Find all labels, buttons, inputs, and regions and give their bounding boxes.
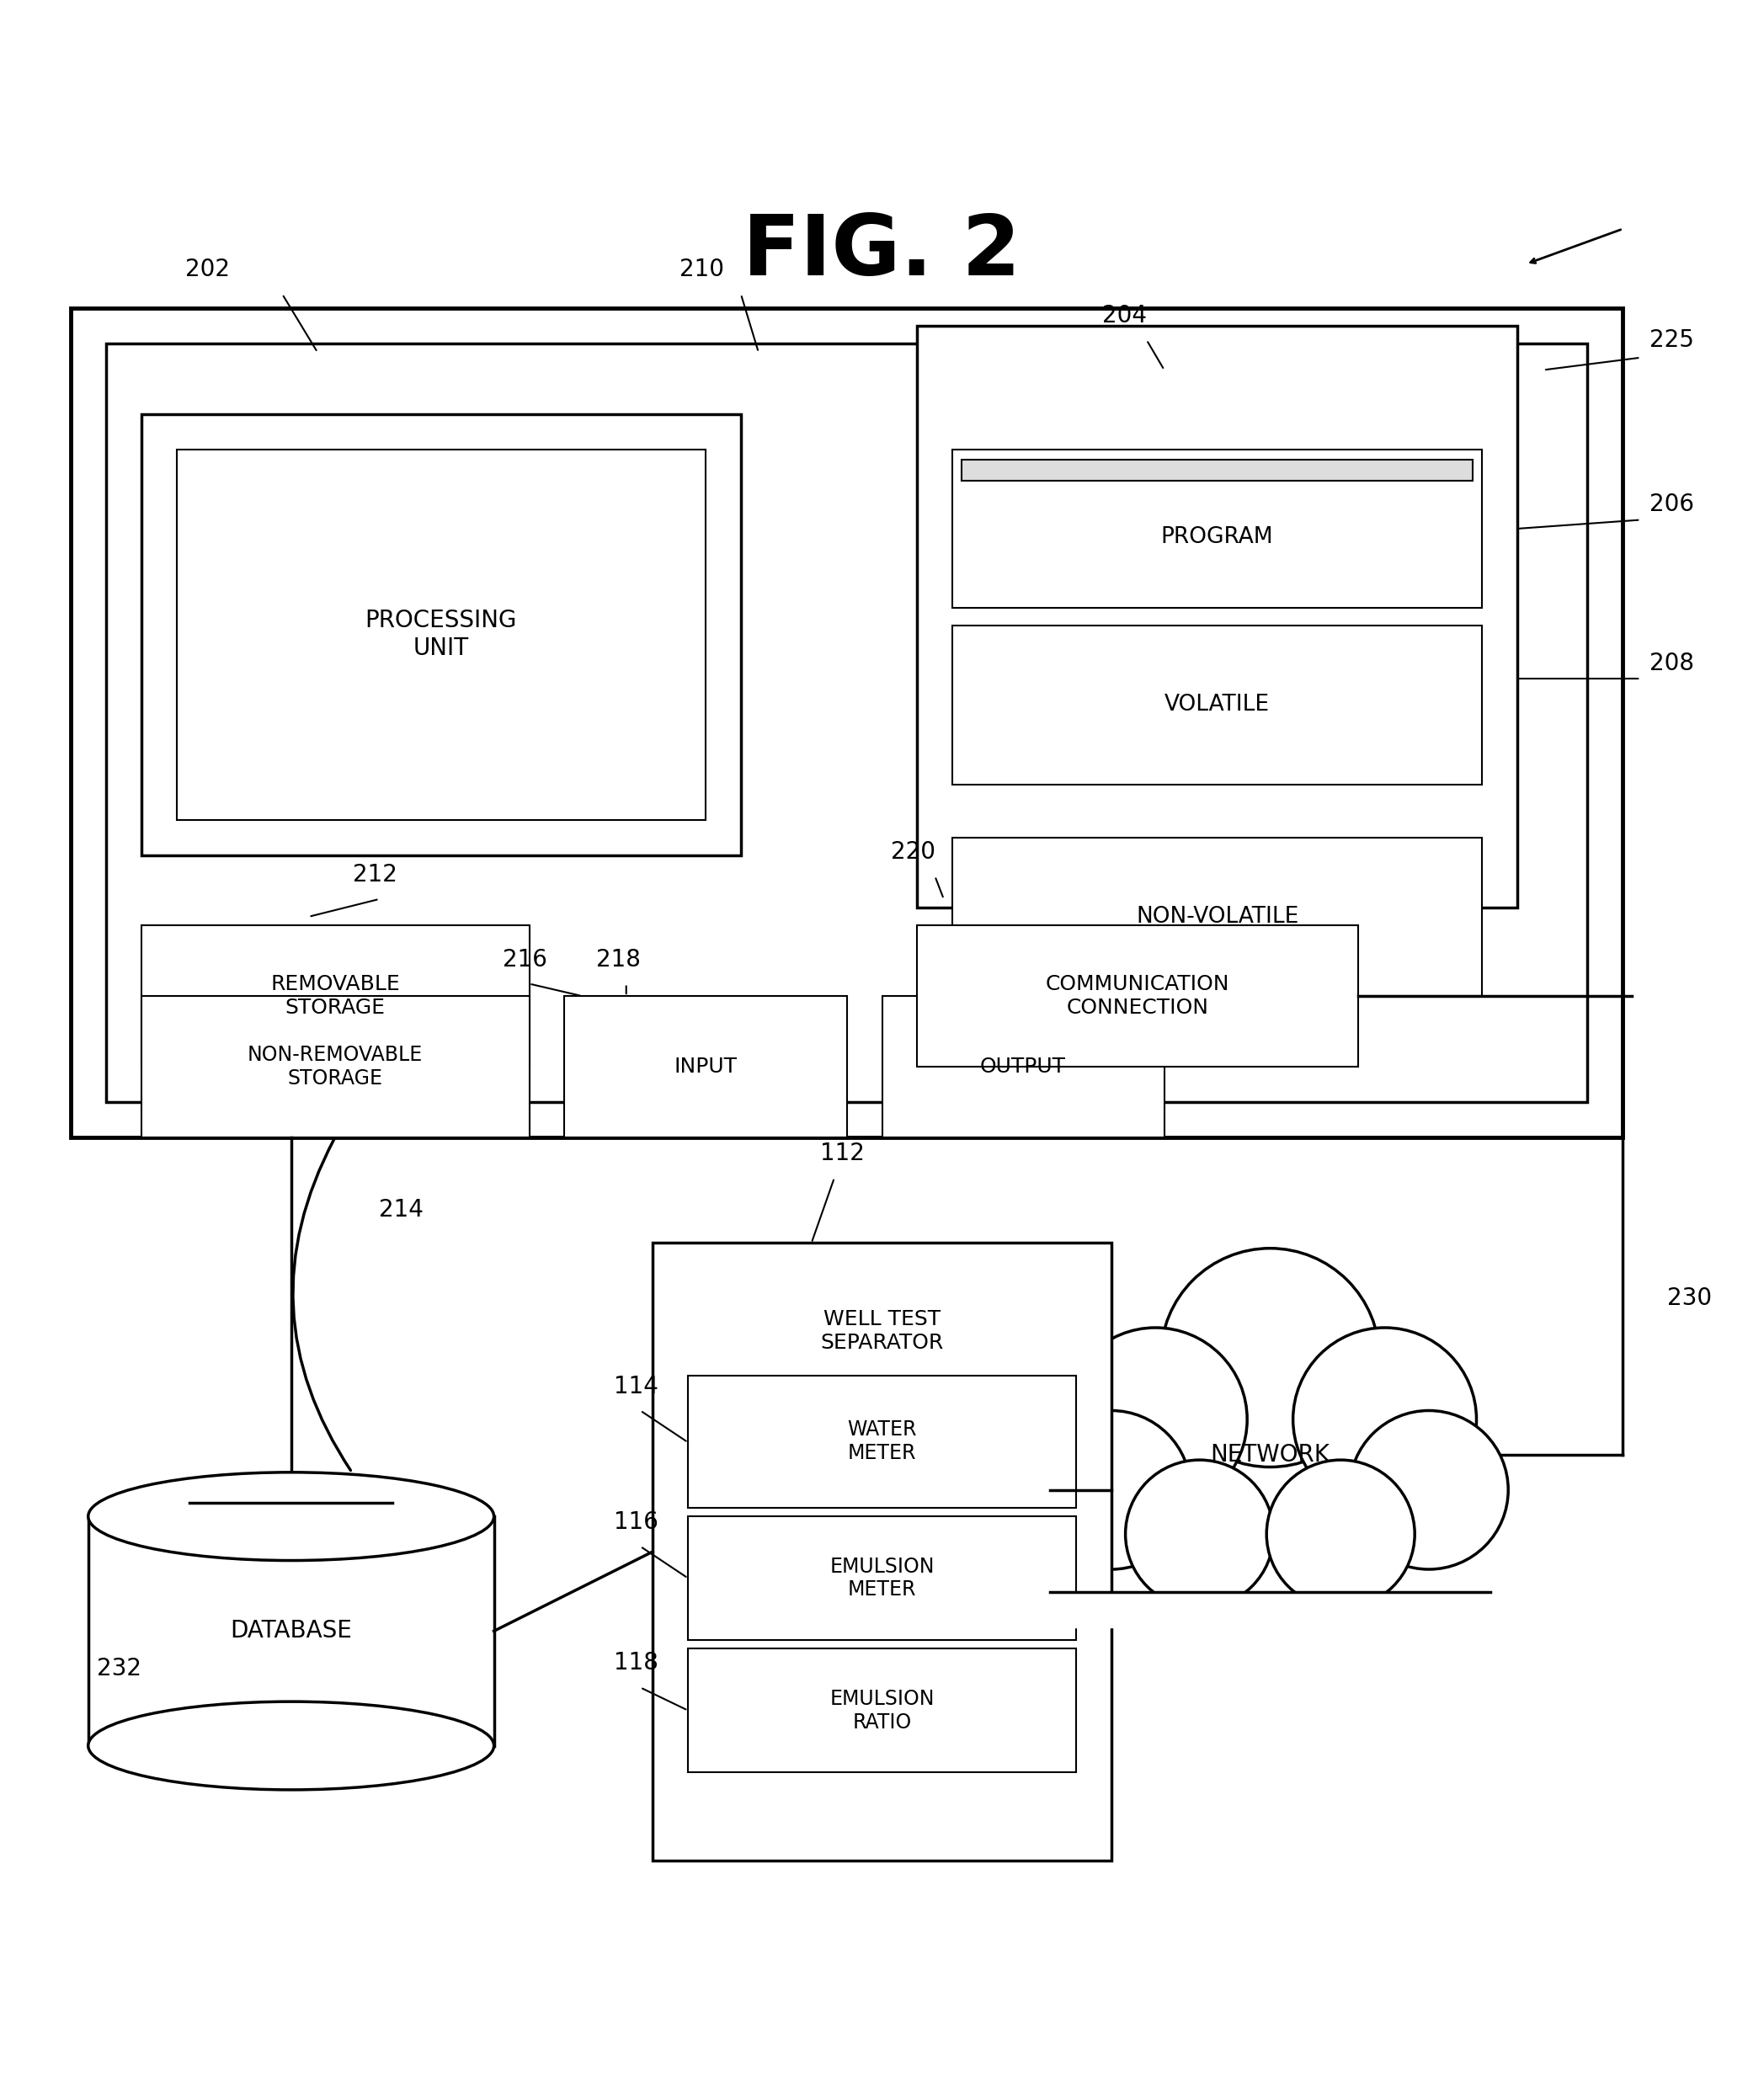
Text: 212: 212 bbox=[353, 862, 397, 887]
FancyBboxPatch shape bbox=[176, 449, 706, 820]
FancyBboxPatch shape bbox=[688, 1376, 1076, 1508]
Text: WELL TEST
SEPARATOR: WELL TEST SEPARATOR bbox=[820, 1309, 944, 1353]
Text: 206: 206 bbox=[1649, 493, 1693, 516]
Text: FIG. 2: FIG. 2 bbox=[743, 212, 1021, 294]
Text: 220: 220 bbox=[891, 839, 935, 864]
Circle shape bbox=[1267, 1460, 1415, 1607]
Text: REMOVABLE
STORAGE: REMOVABLE STORAGE bbox=[270, 973, 400, 1018]
Text: 232: 232 bbox=[97, 1657, 141, 1680]
FancyBboxPatch shape bbox=[688, 1649, 1076, 1773]
Text: 114: 114 bbox=[614, 1374, 658, 1397]
FancyBboxPatch shape bbox=[953, 449, 1482, 608]
Text: 214: 214 bbox=[379, 1198, 423, 1221]
Text: 230: 230 bbox=[1667, 1286, 1711, 1309]
Text: 210: 210 bbox=[679, 258, 723, 281]
FancyBboxPatch shape bbox=[688, 1517, 1076, 1641]
Text: INPUT: INPUT bbox=[674, 1057, 737, 1076]
Ellipse shape bbox=[88, 1701, 494, 1790]
FancyBboxPatch shape bbox=[917, 325, 1517, 908]
Ellipse shape bbox=[88, 1473, 494, 1561]
Text: 116: 116 bbox=[614, 1511, 658, 1534]
FancyBboxPatch shape bbox=[917, 925, 1358, 1066]
FancyBboxPatch shape bbox=[961, 459, 1473, 480]
FancyBboxPatch shape bbox=[653, 1242, 1111, 1861]
Text: COMMUNICATION
CONNECTION: COMMUNICATION CONNECTION bbox=[1046, 973, 1230, 1018]
Text: 225: 225 bbox=[1649, 329, 1693, 352]
Text: 218: 218 bbox=[596, 948, 640, 971]
Text: 118: 118 bbox=[614, 1651, 658, 1674]
Circle shape bbox=[1125, 1460, 1274, 1607]
Text: EMULSION
RATIO: EMULSION RATIO bbox=[829, 1689, 935, 1733]
FancyBboxPatch shape bbox=[953, 837, 1482, 997]
Circle shape bbox=[1161, 1248, 1379, 1467]
Text: OUTPUT: OUTPUT bbox=[981, 1057, 1065, 1076]
FancyBboxPatch shape bbox=[882, 997, 1164, 1137]
FancyBboxPatch shape bbox=[141, 997, 529, 1137]
Text: 204: 204 bbox=[1102, 304, 1147, 327]
Text: PROCESSING
UNIT: PROCESSING UNIT bbox=[365, 608, 517, 661]
Text: VOLATILE: VOLATILE bbox=[1164, 694, 1270, 715]
Text: DATABASE: DATABASE bbox=[229, 1620, 353, 1643]
FancyBboxPatch shape bbox=[141, 413, 741, 856]
Text: WATER
METER: WATER METER bbox=[847, 1420, 917, 1462]
Text: 112: 112 bbox=[820, 1141, 864, 1164]
FancyBboxPatch shape bbox=[953, 625, 1482, 785]
FancyBboxPatch shape bbox=[141, 925, 529, 1066]
Text: 208: 208 bbox=[1649, 650, 1693, 676]
Text: NON-REMOVABLE
STORAGE: NON-REMOVABLE STORAGE bbox=[247, 1045, 423, 1089]
Circle shape bbox=[1032, 1410, 1191, 1569]
FancyBboxPatch shape bbox=[564, 997, 847, 1137]
FancyBboxPatch shape bbox=[71, 308, 1623, 1137]
Text: 216: 216 bbox=[503, 948, 547, 971]
FancyBboxPatch shape bbox=[106, 344, 1588, 1101]
Bar bbox=[88, 1517, 494, 1746]
Circle shape bbox=[1349, 1410, 1508, 1569]
Text: 202: 202 bbox=[185, 258, 229, 281]
Text: EMULSION
METER: EMULSION METER bbox=[829, 1557, 935, 1601]
Text: NON-VOLATILE: NON-VOLATILE bbox=[1136, 906, 1298, 927]
Text: PROGRAM: PROGRAM bbox=[1161, 527, 1274, 548]
Text: NETWORK: NETWORK bbox=[1210, 1443, 1330, 1467]
Circle shape bbox=[1293, 1328, 1476, 1511]
Circle shape bbox=[1064, 1328, 1247, 1511]
